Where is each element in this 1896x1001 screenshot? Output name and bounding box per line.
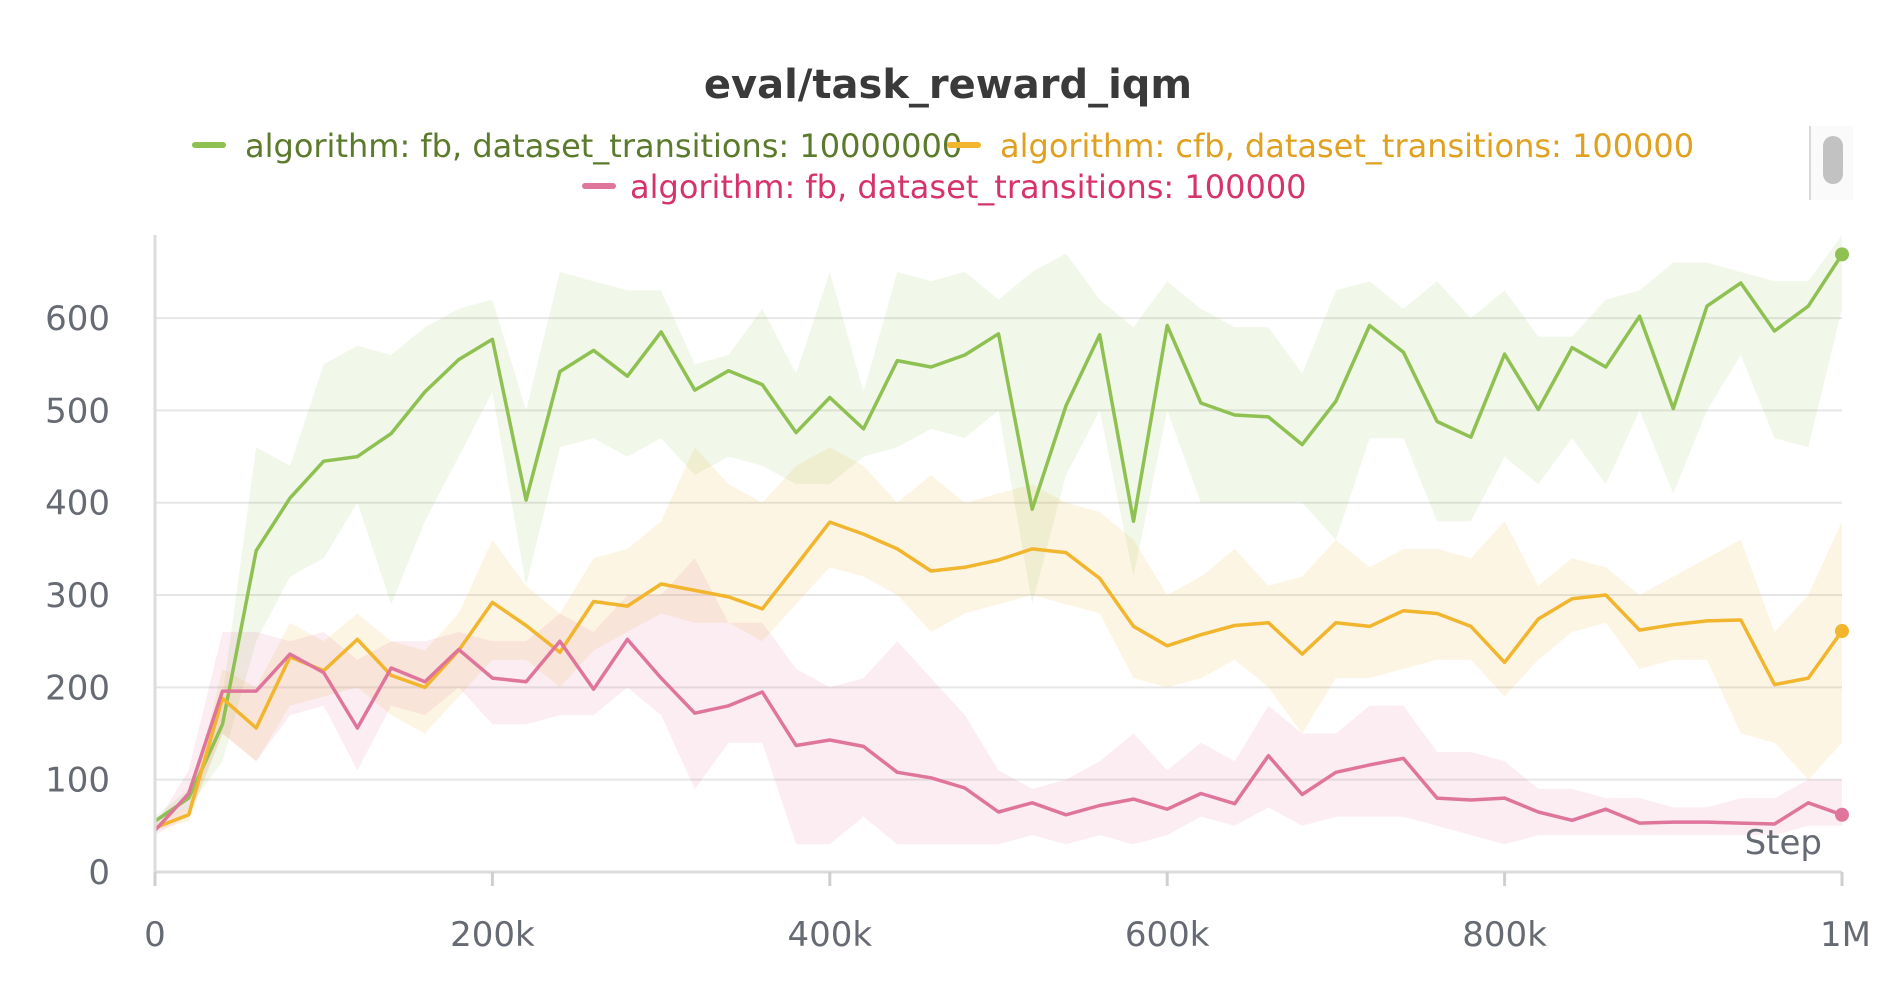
- legend-item-2[interactable]: algorithm: cfb, dataset_transitions: 100…: [947, 127, 1694, 165]
- y-tick-label: 100: [45, 761, 110, 801]
- y-tick-label: 300: [45, 576, 110, 616]
- y-tick-label: 600: [45, 299, 110, 339]
- chart-title: eval/task_reward_iqm: [704, 62, 1192, 108]
- legend-label-2: algorithm: cfb, dataset_transitions: 100…: [1000, 127, 1694, 165]
- y-tick-label: 200: [45, 668, 110, 708]
- series-band-1: [155, 235, 1842, 826]
- x-tick-label: 800k: [1462, 915, 1547, 955]
- series-line-1: [154, 253, 1844, 823]
- series-endpoint-1: [1835, 247, 1849, 262]
- series-endpoint-2: [1835, 624, 1849, 639]
- x-tick-label: 200k: [450, 915, 535, 955]
- y-tick-label: 500: [45, 391, 110, 431]
- axes: 0 100 200 300 400 500 600 0 200k 400k 600k 800k 1M: [45, 235, 1871, 955]
- legend-item-1[interactable]: algorithm: fb, dataset_transitions: 1000…: [192, 127, 962, 165]
- legend-item-3[interactable]: algorithm: fb, dataset_transitions: 1000…: [582, 168, 1307, 206]
- series-endpoint-3: [1835, 807, 1849, 822]
- x-tick-label: 400k: [788, 915, 873, 955]
- series-line-2: [154, 520, 1844, 830]
- series-lines: [153, 247, 1849, 832]
- y-tick-label: 0: [88, 853, 110, 893]
- x-tick-label: 0: [144, 915, 166, 955]
- x-tick-label: 1M: [1820, 915, 1871, 955]
- y-tick-label: 400: [45, 484, 110, 524]
- legend-label-3: algorithm: fb, dataset_transitions: 1000…: [630, 168, 1307, 206]
- legend-scrollbar[interactable]: [1809, 126, 1853, 200]
- confidence-bands: [155, 235, 1842, 845]
- x-axis-label: Step: [1745, 823, 1822, 863]
- legend-scrollbar-thumb[interactable]: [1823, 136, 1843, 184]
- series-band-2: [155, 447, 1842, 831]
- x-tick-label: 600k: [1125, 915, 1210, 955]
- grid: [155, 317, 1842, 781]
- legend-label-1: algorithm: fb, dataset_transitions: 1000…: [245, 127, 962, 165]
- series-line-3: [153, 637, 1843, 832]
